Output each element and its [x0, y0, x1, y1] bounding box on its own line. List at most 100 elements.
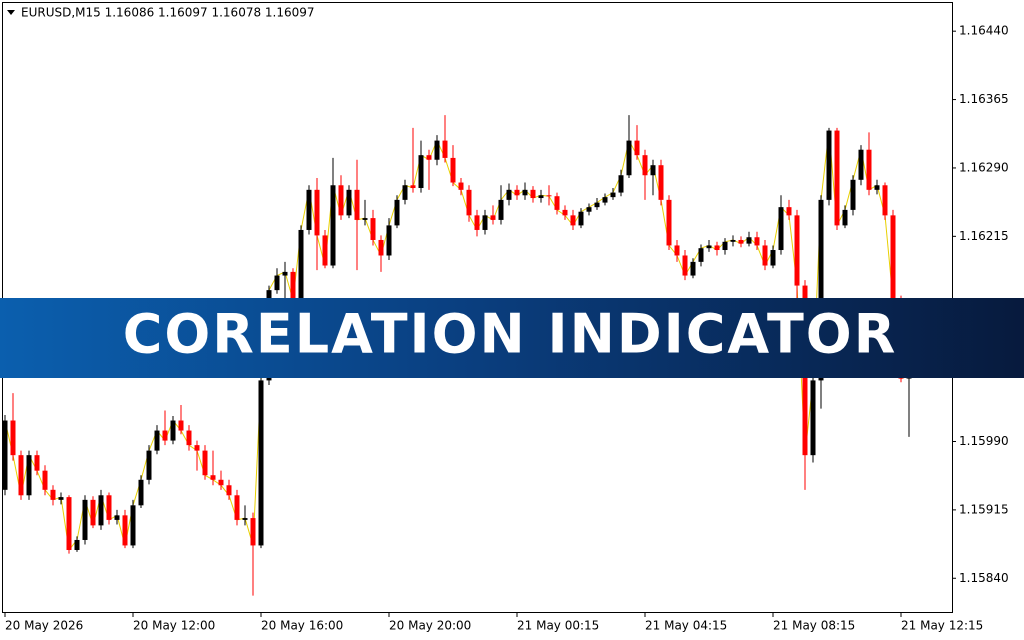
candle-body — [226, 485, 232, 496]
candle-body — [82, 499, 88, 540]
candle-body — [186, 430, 192, 446]
candle-body — [322, 235, 328, 266]
candle-body — [2, 420, 8, 490]
candle-body — [378, 239, 384, 256]
candle-body — [170, 420, 176, 441]
candle-body — [314, 189, 320, 236]
y-tick-label: 1.16440 — [959, 24, 1009, 38]
header-arrow — [7, 10, 15, 15]
candle-body — [690, 261, 696, 276]
candle-body — [818, 199, 824, 381]
candle-body — [282, 271, 288, 276]
candle-body — [250, 518, 256, 546]
candle-body — [594, 202, 600, 208]
candle-body — [162, 430, 168, 441]
candle-body — [58, 497, 64, 500]
y-tick-label: 1.15840 — [959, 571, 1009, 585]
candle-body — [722, 241, 728, 251]
candle-body — [562, 209, 568, 216]
candle-body — [682, 255, 688, 276]
candle-body — [434, 140, 440, 160]
candle-body — [882, 185, 888, 216]
candle-body — [394, 199, 400, 226]
candle-body — [466, 189, 472, 216]
candle-body — [810, 380, 816, 456]
y-tick-label: 1.16365 — [959, 92, 1009, 106]
candle-body — [778, 207, 784, 251]
candle-body — [866, 149, 872, 190]
x-tick-label: 20 May 2026 — [5, 619, 83, 633]
candle-body — [418, 155, 424, 189]
candle-body — [130, 505, 136, 546]
candle-body — [834, 130, 840, 226]
candle-body — [546, 195, 552, 197]
candle-body — [874, 185, 880, 190]
candle-body — [730, 239, 736, 242]
candle-body — [178, 420, 184, 431]
candle-body — [506, 189, 512, 200]
candle-body — [642, 155, 648, 176]
candle-body — [618, 175, 624, 193]
candle-body — [74, 539, 80, 550]
candle-body — [826, 130, 832, 200]
x-tick-label: 20 May 16:00 — [261, 619, 343, 633]
candle-body — [234, 495, 240, 520]
candle-body — [194, 445, 200, 451]
candle-body — [850, 179, 856, 210]
candle-body — [498, 199, 504, 220]
candle-body — [66, 497, 72, 550]
candle-body — [658, 165, 664, 200]
y-tick-label: 1.16215 — [959, 229, 1009, 243]
candle-body — [522, 189, 528, 196]
candle-body — [490, 215, 496, 220]
candle-body — [370, 218, 376, 240]
axes: 1.15840 1.15915 1.15990 1.16215 1.16290 1.163… — [4, 24, 1009, 633]
candle-body — [90, 499, 96, 526]
candle-body — [786, 207, 792, 216]
candle-body — [122, 515, 128, 546]
candle-body — [426, 155, 432, 160]
candle-body — [330, 185, 336, 266]
candle-body — [474, 215, 480, 230]
y-tick-label: 1.15990 — [959, 434, 1009, 448]
candle-body — [18, 455, 24, 496]
candle-body — [114, 515, 120, 520]
candle-body — [754, 237, 760, 246]
candle-body — [258, 380, 264, 546]
candle-body — [242, 518, 248, 520]
candle-body — [218, 479, 224, 486]
candle-body — [202, 450, 208, 476]
candle-body — [858, 149, 864, 180]
candle-body — [146, 450, 152, 480]
x-tick-label: 21 May 08:15 — [773, 619, 855, 633]
candle-body — [770, 250, 776, 266]
candle-body — [746, 237, 752, 244]
candle-body — [442, 140, 448, 158]
candle-body — [138, 479, 144, 506]
candle-body — [514, 189, 520, 196]
candle-body — [554, 196, 560, 210]
x-tick-label: 21 May 04:15 — [645, 619, 727, 633]
candle-body — [482, 215, 488, 230]
candle-body — [634, 140, 640, 156]
candle-body — [410, 185, 416, 189]
candle-body — [530, 189, 536, 199]
candle-body — [578, 211, 584, 226]
candle-body — [650, 165, 656, 176]
banner-text: CORELATION INDICATOR — [123, 303, 898, 366]
candle-body — [738, 239, 744, 244]
candle-body — [290, 271, 296, 301]
candle-body — [458, 182, 464, 190]
candle-body — [210, 475, 216, 480]
candle-body — [386, 225, 392, 256]
candle-body — [362, 218, 368, 220]
candle-body — [610, 192, 616, 198]
banner — [0, 298, 1024, 378]
candle-body — [274, 275, 280, 291]
x-tick-label: 21 May 00:15 — [517, 619, 599, 633]
x-tick-label: 21 May 12:15 — [901, 619, 983, 633]
candle-body — [674, 245, 680, 256]
candle-body — [306, 189, 312, 230]
candle-body — [42, 470, 48, 490]
